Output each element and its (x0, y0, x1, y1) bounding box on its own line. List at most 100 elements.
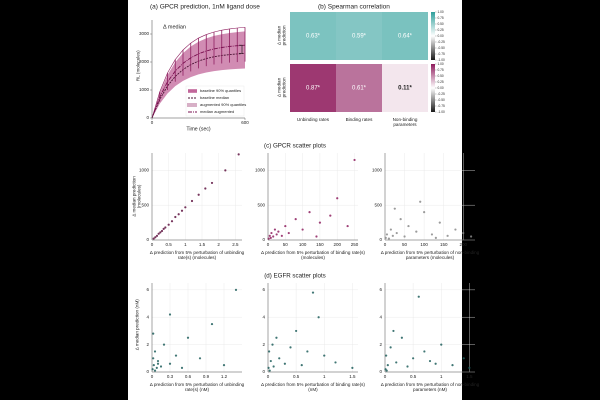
x-tick-label: 600 (241, 120, 249, 125)
heatmap-cell (382, 64, 428, 112)
heatmap-cell (290, 12, 336, 60)
point (385, 233, 389, 236)
point (159, 231, 162, 234)
x-tick-label: 0 (384, 374, 387, 379)
x-tick-label: 200 (460, 242, 468, 247)
cell-label: 0.64* (398, 34, 413, 40)
colorbar-tick-label: 0.00 (438, 86, 444, 90)
x-axis-label: Δ prediction from 5% perturbation of unb… (149, 382, 245, 393)
point (224, 169, 227, 172)
heatmap-cell (382, 12, 428, 60)
point (152, 237, 155, 240)
point (294, 218, 297, 221)
point (184, 206, 187, 209)
point (156, 362, 160, 365)
x-tick-label: 0.5 (293, 374, 300, 379)
column-label: Unbinding rates (296, 117, 330, 122)
point (395, 361, 398, 364)
quantile-edge (151, 26, 246, 119)
x-tick-label: 1.5 (349, 374, 356, 379)
point (415, 230, 418, 233)
point (300, 364, 303, 367)
colorbar-tick-label: -0.50 (438, 46, 445, 50)
point (353, 158, 356, 162)
point (156, 359, 160, 363)
x-tick-label: 0 (384, 242, 387, 247)
point (462, 357, 465, 360)
y-tick-label: 2000 (139, 59, 150, 64)
colorbar-tick-label: 0.75 (438, 68, 444, 72)
y-tick-label: 0 (379, 369, 382, 374)
y-tick-label: 0 (146, 115, 149, 120)
heatmap-cell (290, 64, 336, 112)
column-label: Non-binding parameters (392, 117, 418, 128)
heatmap-cell (336, 64, 382, 112)
point (278, 357, 281, 360)
x-tick-label: 1.5 (466, 374, 473, 379)
point (384, 236, 387, 240)
point (152, 364, 155, 367)
x-tick-label: 1 (440, 374, 443, 379)
point (198, 357, 202, 360)
column-label: Binding rates (345, 117, 373, 122)
point (434, 362, 437, 365)
x-tick-label: 0 (267, 374, 270, 379)
point (271, 343, 274, 346)
point (164, 226, 167, 229)
point (237, 153, 240, 156)
point (423, 211, 426, 214)
point (170, 220, 174, 223)
legend-label: augmented 90% quantiles (200, 102, 246, 107)
point (210, 181, 214, 185)
x-axis-label: Time (sec) (186, 126, 211, 132)
point (168, 362, 172, 365)
point (160, 229, 164, 233)
point (306, 350, 309, 353)
point (454, 228, 457, 231)
point (275, 336, 278, 339)
y-tick-label: 3000 (139, 31, 150, 36)
point (395, 231, 398, 235)
x-tick-label: 0 (267, 242, 270, 247)
colorbar-tick-label: -1.00 (438, 58, 445, 62)
point (153, 369, 157, 372)
y-tick-label: 0 (146, 369, 149, 374)
y-tick-label: 0 (379, 237, 382, 242)
colorbar-tick-label: 0.50 (438, 74, 444, 78)
point (269, 359, 272, 363)
y-tick-label: 4 (262, 314, 265, 319)
point (462, 231, 465, 235)
point (197, 193, 200, 196)
x-tick-label: 2.5 (232, 242, 239, 247)
point (430, 233, 434, 236)
point (162, 343, 166, 346)
point (152, 357, 155, 360)
point (315, 235, 318, 238)
point (351, 366, 354, 369)
point (389, 228, 392, 231)
point (283, 362, 286, 365)
x-tick-label: 0 (151, 120, 154, 125)
colorbar-tick-label: 1.00 (438, 62, 444, 66)
point (385, 354, 388, 357)
colorbar-tick-label: -0.25 (438, 40, 445, 44)
y-tick-label: 2 (146, 342, 149, 347)
x-axis-label: Δ prediction from 5% perturbation of non… (380, 382, 480, 393)
panel-title: (b) Spearman correlation (318, 4, 390, 11)
x-tick-label: 0.5 (410, 374, 417, 379)
point (153, 350, 157, 353)
point (412, 357, 415, 360)
point (301, 228, 304, 231)
x-tick-label: 1 (323, 374, 326, 379)
panel-title: (a) GPCR prediction, 1nM ligand dose (150, 4, 260, 11)
annotation: Δ median (163, 24, 186, 30)
point (268, 234, 271, 237)
point (222, 364, 226, 367)
y-tick-label: 4 (146, 314, 149, 319)
point (318, 221, 322, 224)
point (157, 232, 160, 235)
cell-label: 0.87* (306, 86, 321, 92)
point (159, 365, 163, 368)
colorbar-tick-label: -0.50 (438, 98, 445, 102)
